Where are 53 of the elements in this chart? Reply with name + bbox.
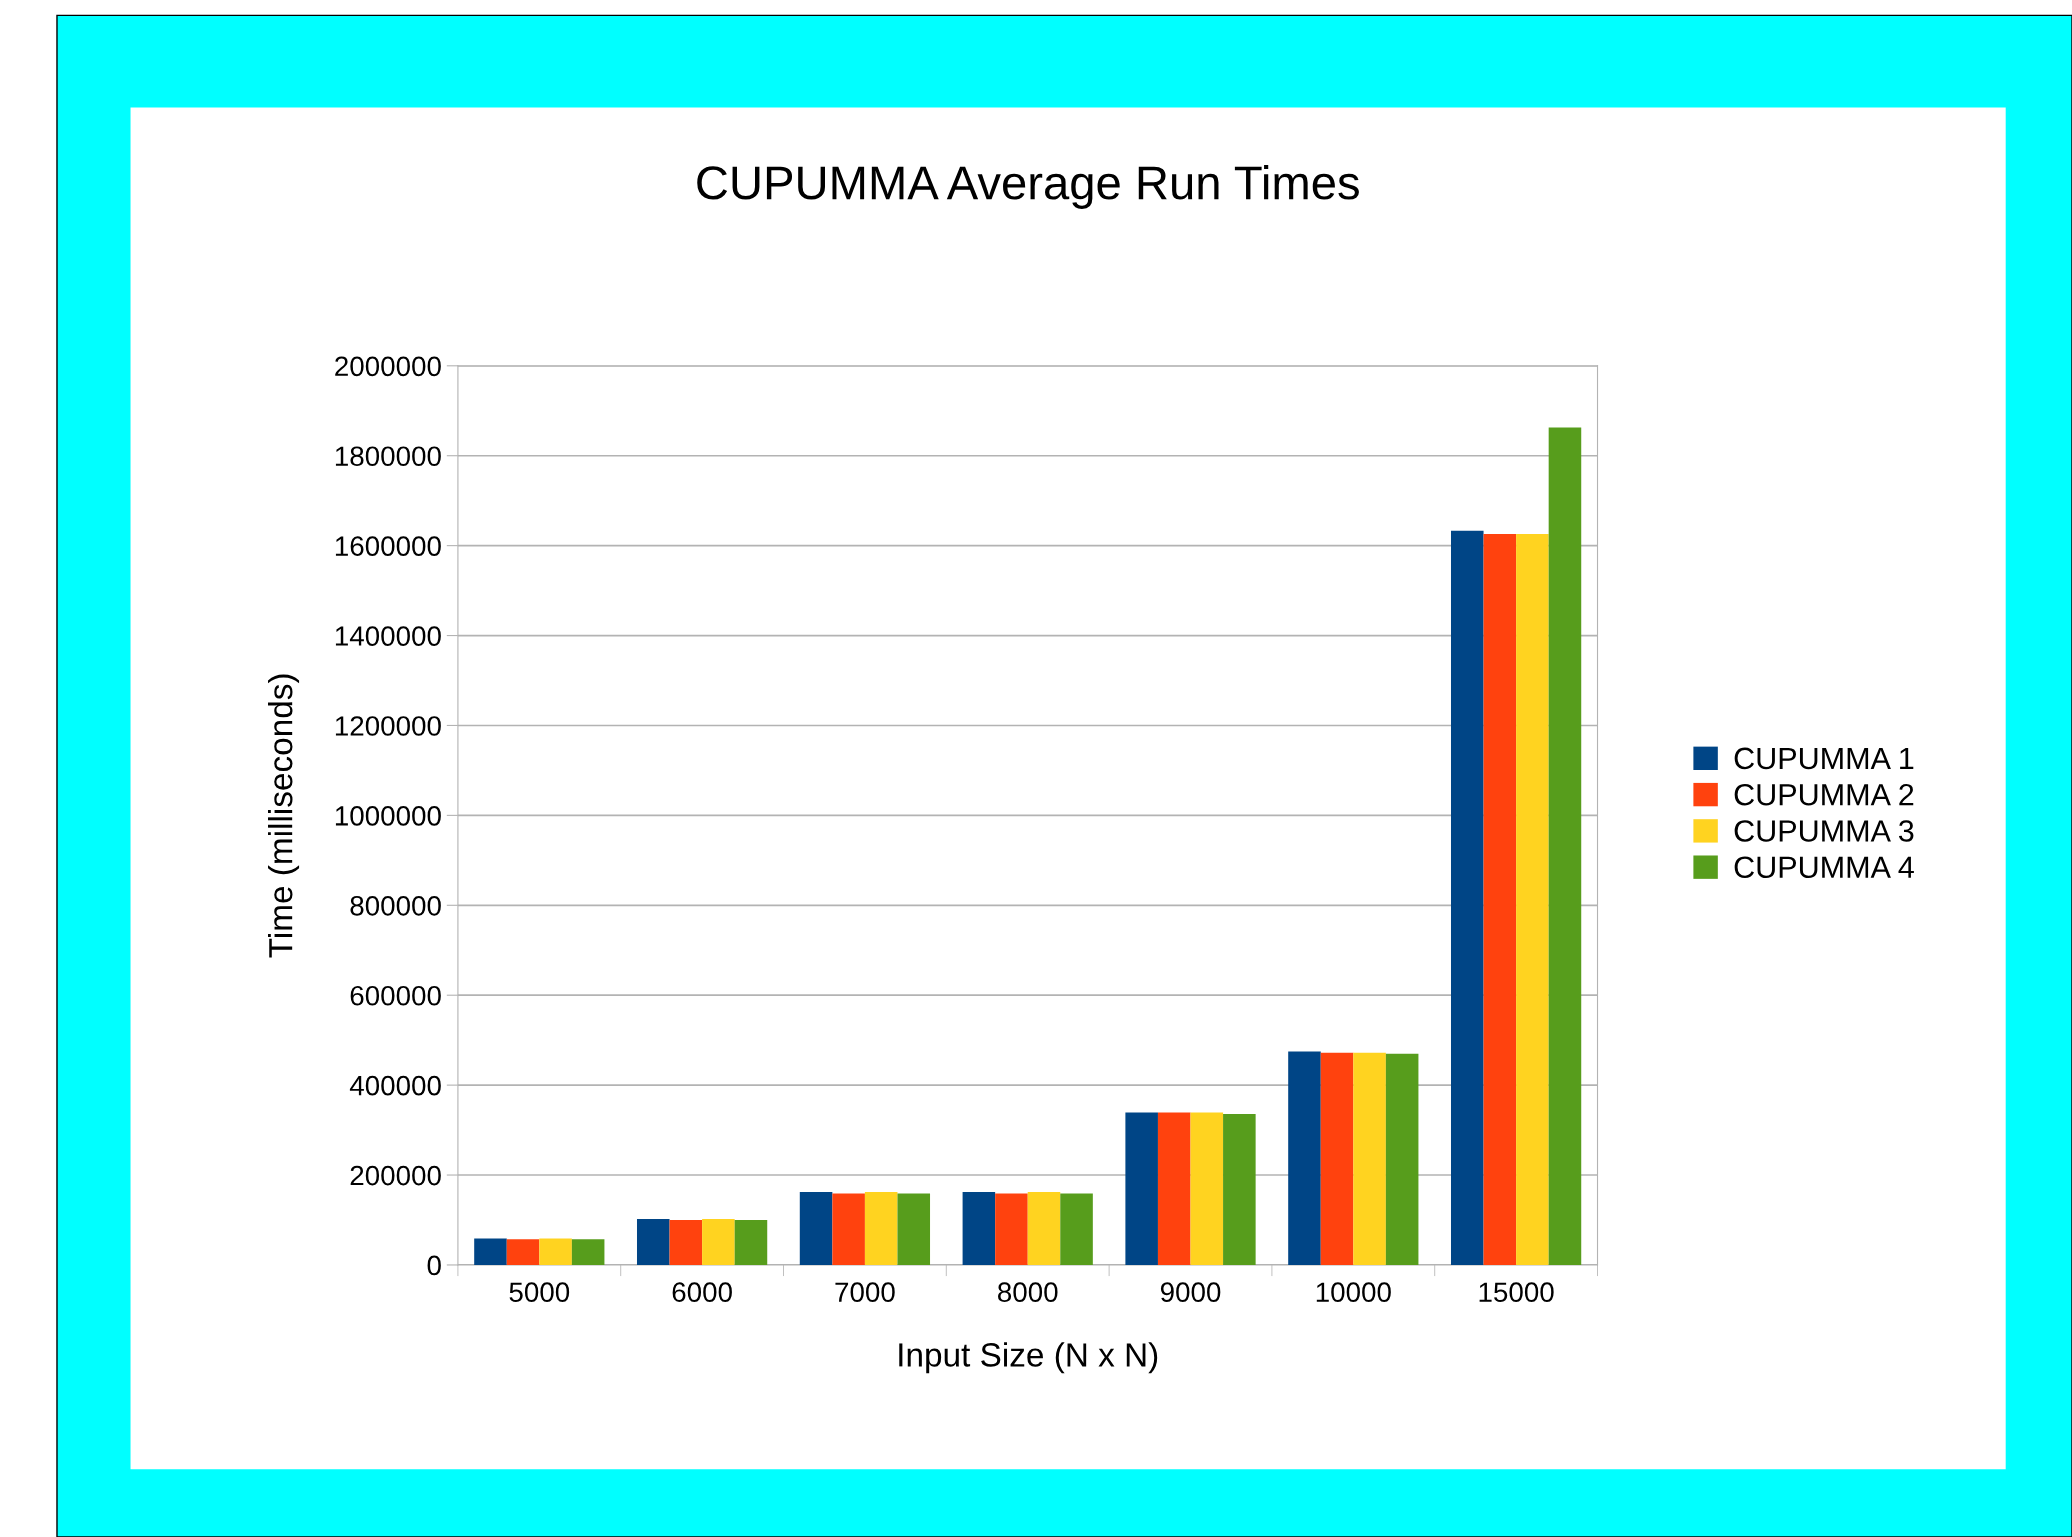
bar <box>1027 1192 1061 1265</box>
bar <box>1190 1112 1224 1265</box>
y-tick-label: 200000 <box>350 1165 441 1186</box>
bar <box>702 1219 735 1265</box>
y-tick-label: 1000000 <box>335 806 441 826</box>
y-tick-label: 600000 <box>350 985 441 1006</box>
bar <box>474 1238 507 1265</box>
bar <box>962 1192 996 1265</box>
bar <box>1223 1113 1256 1265</box>
y-tick-label: 2000000 <box>335 356 441 377</box>
bar <box>799 1192 833 1265</box>
x-tick-label: 7000 <box>835 1282 895 1303</box>
bar <box>734 1219 768 1265</box>
bar <box>571 1239 605 1265</box>
legend-label: CUPUMMA 4 <box>1734 856 1914 879</box>
bar <box>1516 533 1549 1265</box>
chart-title: CUPUMMA Average Run Times <box>697 164 1359 209</box>
bar <box>1353 1052 1386 1265</box>
bar <box>897 1193 931 1265</box>
y-tick-label: 1800000 <box>335 446 441 467</box>
x-tick-label: 8000 <box>998 1282 1058 1303</box>
y-tick-label: 1600000 <box>335 536 441 556</box>
bar <box>1288 1051 1321 1265</box>
legend-label: CUPUMMA 3 <box>1734 820 1914 842</box>
x-tick-label: 5000 <box>509 1282 570 1303</box>
x-tick-label: 15000 <box>1479 1282 1554 1303</box>
bar <box>1385 1053 1419 1265</box>
x-axis-title: Input Size (N x N) <box>899 1342 1158 1374</box>
bar <box>1125 1112 1158 1265</box>
bar <box>1157 1112 1191 1265</box>
y-tick-label: 0 <box>427 1255 441 1276</box>
legend-label: CUPUMMA 1 <box>1734 747 1914 770</box>
bar <box>1483 533 1517 1265</box>
bar <box>506 1239 540 1265</box>
x-tick-label: 9000 <box>1160 1282 1221 1303</box>
bar <box>539 1238 572 1265</box>
x-tick-label: 10000 <box>1316 1282 1391 1303</box>
bar <box>864 1192 898 1265</box>
y-axis-title: Time (milliseconds) <box>268 674 300 958</box>
bar <box>1060 1193 1093 1265</box>
y-tick-label: 1200000 <box>335 716 441 736</box>
y-tick-label: 400000 <box>349 1075 441 1096</box>
y-tick-label: 800000 <box>350 895 441 916</box>
x-tick-label: 6000 <box>672 1282 732 1303</box>
bar <box>1320 1052 1354 1265</box>
y-tick-label: 1400000 <box>335 626 441 646</box>
bar <box>1450 530 1484 1265</box>
bar <box>636 1219 670 1265</box>
bar <box>832 1193 865 1265</box>
bar <box>1548 427 1582 1265</box>
bar <box>995 1193 1028 1265</box>
bar <box>669 1219 703 1265</box>
legend-label: CUPUMMA 2 <box>1734 783 1914 806</box>
